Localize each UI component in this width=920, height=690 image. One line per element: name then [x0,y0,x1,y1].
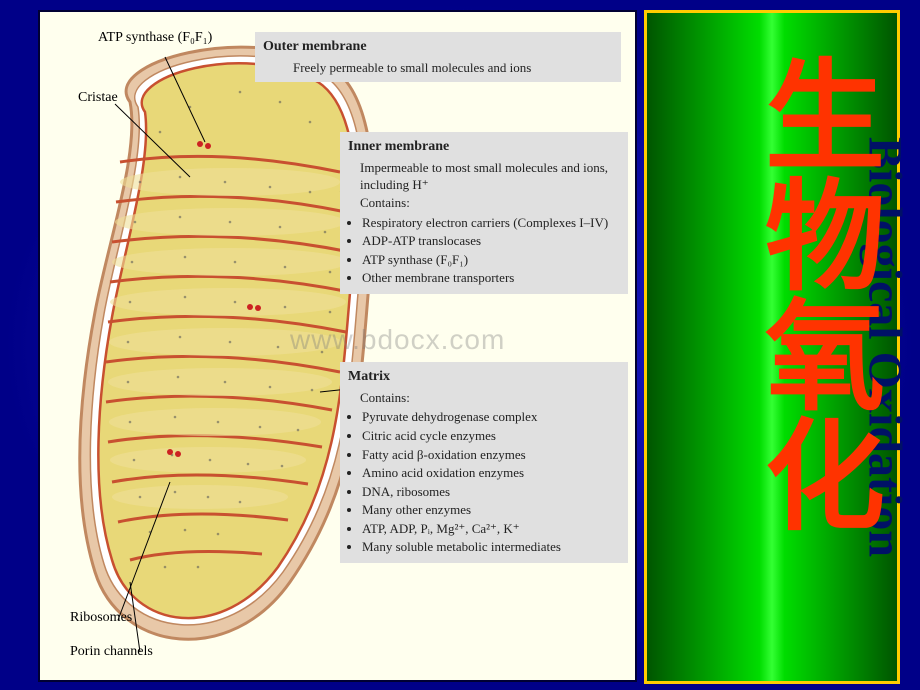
outer-membrane-box: Outer membrane Freely permeable to small… [255,32,621,82]
label-cristae: Cristae [78,90,118,106]
list-item: ATP synthase (F₀F₁) [362,251,620,269]
diagram-panel: ATP synthase (F₀F₁) Cristae Ribosomes Po… [38,10,637,682]
list-item: Many other enzymes [362,501,620,519]
list-item: Pyruvate dehydrogenase complex [362,408,620,426]
list-item: Many soluble metabolic intermediates [362,538,620,556]
list-item: ADP-ATP translocases [362,232,620,250]
matrix-title: Matrix [348,368,620,387]
list-item: Other membrane transporters [362,269,620,287]
label-ribosomes: Ribosomes [70,610,132,626]
outer-membrane-desc: Freely permeable to small molecules and … [263,59,613,77]
list-item: ATP, ADP, Pᵢ, Mg²⁺, Ca²⁺, K⁺ [362,520,620,538]
list-item: Fatty acid β-oxidation enzymes [362,446,620,464]
watermark: www.bdocx.com [290,324,505,356]
matrix-box: Matrix Contains: Pyruvate dehydrogenase … [340,362,628,563]
label-atp-synthase: ATP synthase (F₀F₁) [98,30,248,46]
title-chinese: 生物氧化 [747,53,879,533]
matrix-contains: Contains: [348,389,620,407]
title-panel: Biological Oxidation 生物氧化 [644,10,900,684]
inner-membrane-desc: Impermeable to most small molecules and … [348,159,620,194]
label-porin: Porin channels [70,644,153,660]
inner-membrane-title: Inner membrane [348,138,620,157]
list-item: Citric acid cycle enzymes [362,427,620,445]
inner-membrane-box: Inner membrane Impermeable to most small… [340,132,628,294]
list-item: DNA, ribosomes [362,483,620,501]
outer-membrane-title: Outer membrane [263,38,613,57]
inner-membrane-contains: Contains: [348,194,620,212]
inner-membrane-list: Respiratory electron carriers (Complexes… [348,214,620,287]
list-item: Respiratory electron carriers (Complexes… [362,214,620,232]
matrix-list: Pyruvate dehydrogenase complex Citric ac… [348,408,620,555]
list-item: Amino acid oxidation enzymes [362,464,620,482]
